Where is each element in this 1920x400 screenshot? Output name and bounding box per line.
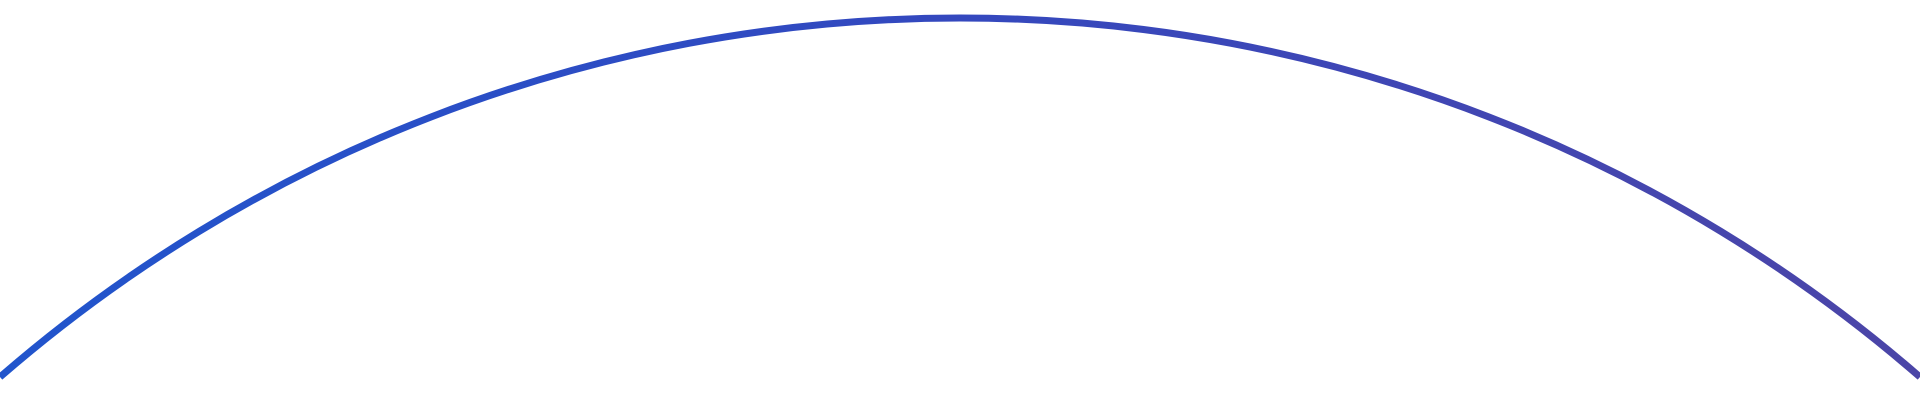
arc-curve <box>0 14 1920 380</box>
